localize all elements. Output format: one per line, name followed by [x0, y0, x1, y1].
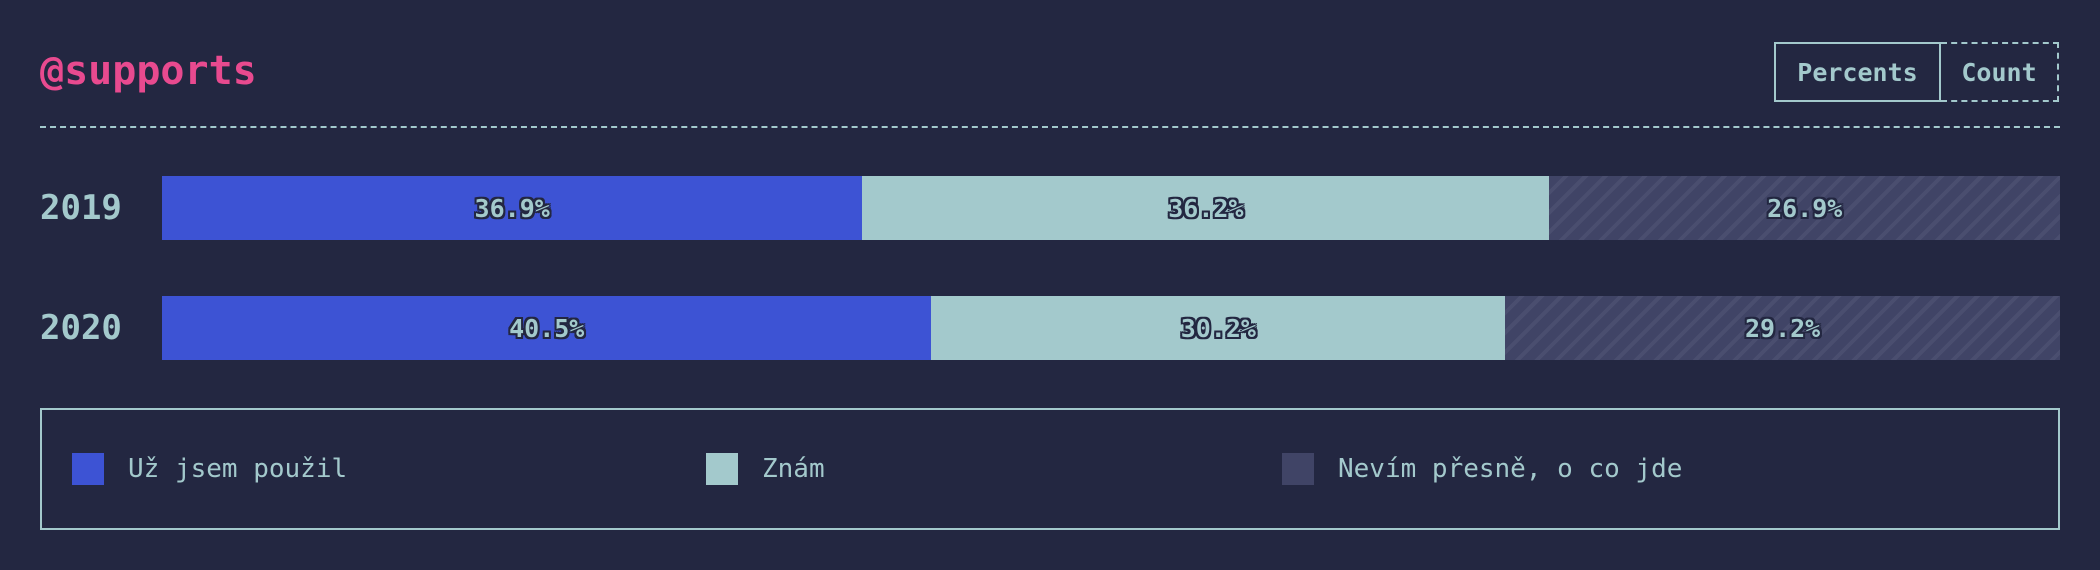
data-label: 36.2% [1168, 193, 1244, 223]
bar-segment-used-2019: 36.9% [162, 176, 863, 240]
bar-segment-know-2019: 36.2% [862, 176, 1550, 240]
data-label: 36.9% [474, 193, 550, 223]
legend-swatch-unknown [1282, 453, 1314, 485]
bar-segment-know-2020: 30.2% [931, 296, 1506, 360]
bar-segment-used-2020: 40.5% [162, 296, 932, 360]
data-label: 29.2% [1744, 313, 1821, 343]
bar-segment-unknown-2019: 26.9% [1549, 176, 2060, 240]
legend-label-know: Znám [762, 454, 825, 484]
legend-item-unknown[interactable]: Nevím přesně, o co jde [1282, 453, 1682, 485]
row-label-2020: 2020 [40, 308, 122, 348]
percents-button[interactable]: Percents [1774, 42, 1941, 102]
row-label-2019: 2019 [40, 188, 122, 228]
legend-label-unknown: Nevím přesně, o co jde [1338, 454, 1683, 484]
legend-item-know[interactable]: Znám [706, 453, 825, 485]
bar-segment-unknown-2020: 29.2% [1505, 296, 2060, 360]
legend-swatch-know [706, 453, 738, 485]
data-label: 40.5% [509, 313, 585, 343]
legend-label-used: Už jsem použil [128, 454, 348, 484]
count-button[interactable]: Count [1941, 42, 2059, 102]
legend: Už jsem použil Znám Nevím přesně, o co j… [40, 408, 2060, 530]
legend-item-used[interactable]: Už jsem použil [72, 453, 347, 485]
data-label: 30.2% [1180, 313, 1256, 343]
bar-2019: 36.9% 36.2% 26.9% [162, 176, 2060, 240]
bar-2020: 40.5% 30.2% 29.2% [162, 296, 2060, 360]
legend-swatch-used [72, 453, 104, 485]
unit-toggle: Percents Count [1774, 42, 2059, 102]
block-title: @supports [40, 48, 257, 94]
data-label: 26.9% [1767, 193, 1843, 223]
divider [40, 126, 2060, 128]
